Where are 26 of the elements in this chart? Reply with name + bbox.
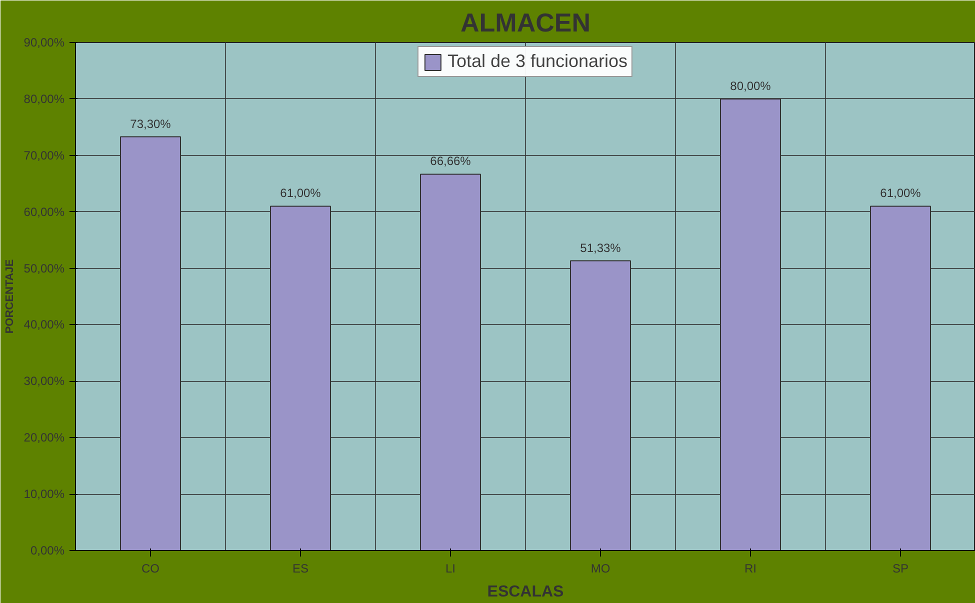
y-tick-label: 60,00% — [24, 204, 65, 219]
y-tick-label: 80,00% — [24, 92, 65, 106]
y-tick-label: 90,00% — [24, 36, 65, 50]
x-tick-label: LI — [445, 562, 456, 576]
data-label: 66,66% — [430, 154, 472, 168]
x-tick-label: MO — [590, 562, 610, 576]
data-label: 73,30% — [130, 116, 172, 131]
y-tick-label: 30,00% — [24, 374, 65, 388]
legend-label: Total de 3 funcionarios — [447, 51, 628, 72]
y-tick-label: 50,00% — [24, 261, 65, 276]
x-tick-label: ES — [292, 562, 309, 576]
data-label: 61,00% — [880, 186, 922, 200]
y-tick-label: 40,00% — [24, 318, 65, 332]
y-tick-label: 10,00% — [24, 487, 65, 502]
x-axis-title: ESCALAS — [487, 584, 564, 600]
x-tick-label: SP — [892, 562, 909, 576]
data-label: 51,33% — [580, 240, 622, 255]
chart-title: ALMACEN — [460, 8, 591, 38]
y-tick-label: 20,00% — [24, 430, 65, 445]
y-axis-title: PORCENTAJE — [4, 259, 16, 334]
data-label: 80,00% — [730, 78, 772, 93]
data-label: 61,00% — [280, 186, 322, 200]
y-tick-label: 70,00% — [24, 148, 65, 162]
x-tick-label: RI — [744, 562, 756, 576]
x-tick-label: CO — [142, 562, 160, 576]
y-tick-label: 0,00% — [30, 544, 65, 558]
